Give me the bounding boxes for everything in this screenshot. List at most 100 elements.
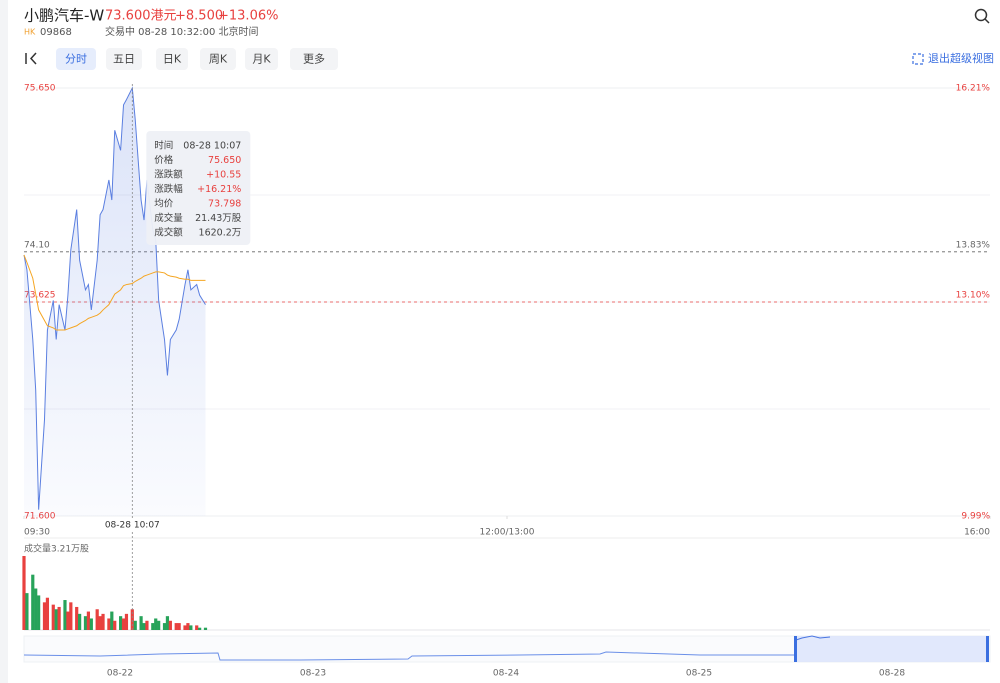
x-tick-label: 12:00/13:00 [480,528,535,538]
tooltip-value: 1620.2万 [199,228,242,239]
navigator[interactable] [23,635,991,663]
volume-bar [98,616,102,630]
x-tick-label: 09:30 [24,528,50,538]
stock-price: 73.600港元 [105,9,177,24]
exit-label[interactable]: 退出超级视图 [928,51,994,65]
volume-bar [78,613,82,630]
volume-bar [101,613,105,630]
y2-tick-label: 13.83% [956,240,991,250]
volume-label: 成交量3.21万股 [24,543,89,555]
y-tick-label: 71.600 [24,512,56,522]
y-tick-label: 73.625 [24,291,56,301]
side-strip [0,0,8,683]
volume-bar [165,616,170,630]
volume-bar [51,604,55,630]
volume-bar [95,609,99,630]
volume-bar [54,609,58,630]
volume-bar [183,625,187,630]
volume-bar [130,609,134,630]
collapse-button[interactable] [25,52,37,65]
period-tabs: 分时 五日 日K 周K 月K 更多 [56,48,338,70]
tooltip-key: 价格 [154,154,174,166]
tab-label[interactable]: 分时 [65,53,87,66]
market-badge: HK [24,28,36,37]
tooltip-key: 成交额 [154,227,183,239]
volume-bar [133,620,137,630]
tooltip-key: 时间 [154,140,173,152]
stock-code: 09868 [40,27,72,38]
crosshair-label-bg [104,518,161,531]
tooltip-value: +16.21% [197,184,241,195]
tab-button[interactable] [106,48,142,70]
tab-label[interactable]: 五日 [113,53,135,66]
volume-bar [75,606,79,630]
volume-bar [86,611,90,630]
price-change-pct: +13.06% [218,9,278,24]
y2-tick-label: 9.99% [961,512,990,522]
volume-bar [145,620,149,630]
tab-label[interactable]: 周K [209,53,228,66]
volume-bar [189,625,193,630]
tooltip-value: 75.650 [208,155,241,166]
volume-bar [66,611,70,630]
tooltip-value: 21.43万股 [195,213,242,224]
volume-bar [139,616,143,630]
volume-bar [89,618,93,630]
volume-bar [119,616,123,630]
volume-bar [162,623,167,630]
tab-label[interactable]: 更多 [303,52,325,66]
volume-bar [157,620,161,630]
volume-bar [203,627,208,630]
volume-bar [174,623,178,630]
volume-bar [31,574,35,630]
average-line [23,254,206,331]
y2-tick-label: 16.21% [956,84,991,94]
search-button[interactable] [974,8,990,24]
price-line [23,86,206,510]
volume-bar [22,556,26,630]
tooltip-key: 涨跌幅 [154,183,183,195]
volume-bar [154,618,158,630]
volume-bar [121,618,126,630]
y-tick-label: 74.10 [24,240,50,250]
volume-bar [45,597,50,630]
tooltip-key: 成交量 [154,212,183,224]
tab-button[interactable] [200,48,236,70]
tab-button[interactable] [56,48,96,70]
volume-bar [34,588,38,630]
navigator-date: 08-28 [879,669,905,679]
tooltip-box [146,131,251,245]
price-area [24,88,206,516]
stock-name: 小鹏汽车-W [24,7,104,25]
tab-label[interactable]: 月K [252,53,271,66]
y-tick-label: 75.650 [24,84,56,94]
tooltip-value: 73.798 [208,199,241,210]
volume-bar [83,616,88,630]
volume-bar [113,620,117,630]
tab-button[interactable] [156,48,188,70]
tab-button[interactable] [290,48,338,70]
volume-bar [63,600,67,630]
volume-bar [168,620,172,630]
volume-bar [42,602,47,630]
x-tick-label: 16:00 [964,528,990,538]
volume-bar [110,611,114,630]
volume-bar [25,593,29,630]
navigator-date: 08-22 [107,669,133,679]
volume-bar [124,613,129,630]
navigator-date: 08-23 [300,669,326,679]
tab-label[interactable]: 日K [163,53,182,66]
tooltip-value: 08-28 10:07 [183,141,241,152]
volume-bar [198,627,202,630]
trade-status: 交易中 08-28 10:32:00 北京时间 [105,25,259,38]
volume-bar [142,623,146,630]
tab-button[interactable] [245,48,278,70]
volume-bar [186,623,190,630]
y2-tick-label: 13.10% [956,291,991,301]
volume-bar [151,623,155,630]
exit-super-view[interactable]: 退出超级视图 [912,51,994,65]
navigator-date: 08-25 [686,669,712,679]
volume-bar [177,623,181,630]
